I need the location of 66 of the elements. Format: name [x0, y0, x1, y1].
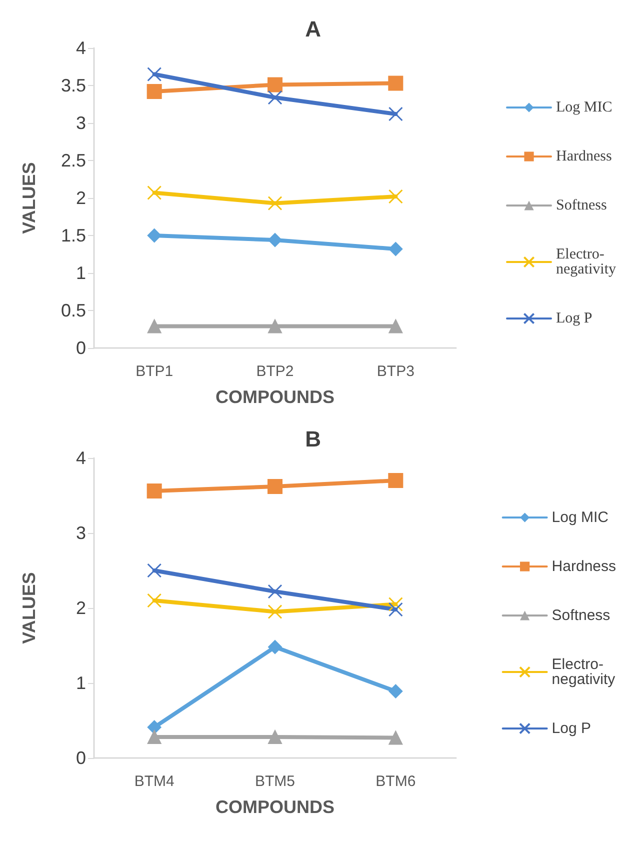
- point: [147, 730, 162, 744]
- point: [388, 106, 403, 122]
- point: [268, 640, 282, 654]
- point: [268, 196, 282, 210]
- point: [388, 597, 403, 612]
- x-tick-label: BTP1: [136, 363, 174, 380]
- point: [147, 186, 162, 200]
- y-tick-label: 3: [76, 523, 86, 543]
- x-tick-label: BTM4: [134, 773, 174, 790]
- legend-label: Log P: [556, 310, 592, 326]
- point: [388, 602, 403, 617]
- point: [268, 604, 282, 619]
- legend-label: Softness: [556, 198, 608, 214]
- point: [147, 720, 162, 734]
- point: [268, 584, 282, 599]
- point: [147, 563, 162, 578]
- x-tick-label: BTP2: [256, 363, 294, 380]
- y-axis-title: VALUES: [19, 162, 39, 234]
- point: [147, 593, 162, 608]
- y-tick-label: 3: [76, 113, 86, 133]
- y-tick-label: 0: [76, 338, 86, 358]
- legend-label: Hardness: [556, 148, 612, 164]
- chart-title: B: [305, 426, 321, 452]
- y-tick-label: 2: [76, 188, 86, 208]
- point: [388, 319, 403, 334]
- point: [268, 77, 282, 92]
- legend-label: Softness: [552, 607, 610, 624]
- point: [268, 319, 282, 334]
- y-tick-label: 4: [76, 38, 86, 58]
- legend-label: Log P: [552, 720, 592, 737]
- point: [388, 76, 404, 91]
- y-tick-label: 0: [76, 748, 86, 768]
- legend-label: Log MIC: [552, 509, 609, 526]
- legend-label: Electro- negativity: [552, 656, 616, 688]
- point: [268, 233, 282, 247]
- point: [268, 90, 282, 105]
- point: [147, 67, 162, 82]
- y-axis-title: VALUES: [19, 572, 39, 644]
- y-tick-label: 1.5: [60, 226, 86, 246]
- y-tick-label: 4: [76, 448, 86, 468]
- y-tick-label: 2.5: [60, 150, 86, 170]
- x-axis-title: COMPOUNDS: [215, 387, 335, 407]
- point: [147, 319, 162, 334]
- y-tick-label: 3.5: [60, 76, 86, 96]
- chart-title: A: [305, 16, 322, 42]
- point: [146, 84, 162, 99]
- point: [147, 228, 162, 242]
- legend-label: Hardness: [552, 558, 616, 575]
- x-tick-label: BTM6: [376, 773, 416, 790]
- y-tick-label: 1: [76, 263, 86, 283]
- point: [388, 684, 403, 698]
- x-tick-label: BTM5: [254, 773, 296, 790]
- point: [388, 730, 403, 745]
- legend-label: Electro- negativity: [556, 246, 616, 278]
- point: [268, 730, 282, 744]
- y-tick-label: 2: [76, 598, 86, 618]
- point: [388, 473, 404, 488]
- y-tick-label: 1: [76, 673, 86, 693]
- point: [268, 479, 282, 494]
- point: [388, 242, 403, 256]
- x-axis-title: COMPOUNDS: [215, 797, 335, 817]
- y-tick-label: 0.5: [60, 300, 86, 320]
- x-tick-label: BTP3: [376, 363, 414, 380]
- point: [146, 484, 162, 498]
- legend-label: Log MIC: [556, 100, 612, 116]
- point: [388, 189, 403, 204]
